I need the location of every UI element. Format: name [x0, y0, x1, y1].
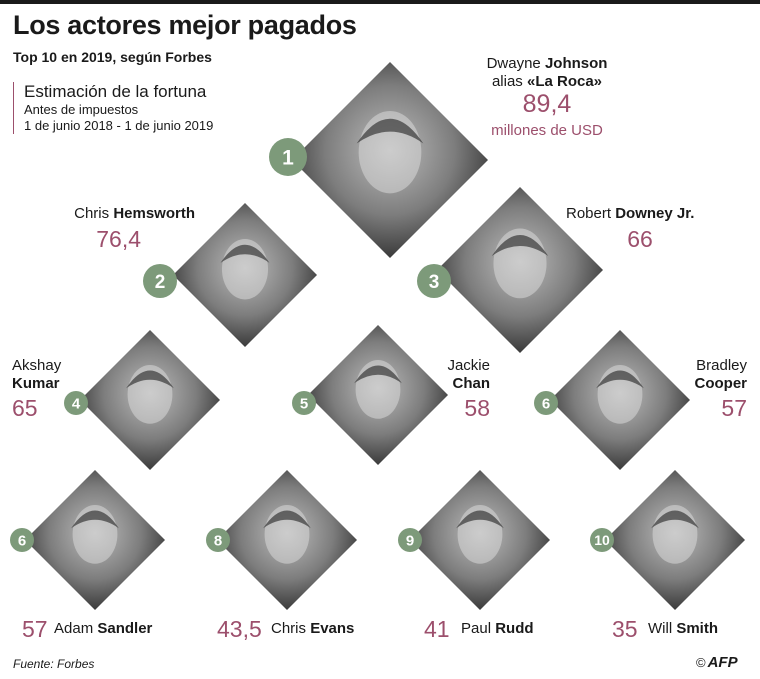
rank-badge-6 [534, 391, 558, 415]
hair-silhouette [354, 365, 402, 384]
value-label-5: 58 [464, 395, 490, 421]
rank-badge-2 [143, 264, 177, 298]
name-label-10: Will Smith [648, 620, 718, 638]
last-name-9: Rudd [495, 620, 534, 637]
legend: Estimación de la fortuna Antes de impues… [13, 82, 213, 134]
last-name-6: Cooper [694, 375, 748, 392]
last-name-10: Smith [676, 620, 718, 637]
rank-badge-1 [269, 138, 307, 176]
source-note: Fuente: Forbes [13, 657, 95, 671]
rank-number-3: 3 [429, 272, 440, 293]
value-label-8: 43,5 [217, 616, 262, 642]
hair-silhouette [651, 510, 699, 529]
last-name-8: Evans [310, 620, 355, 637]
value-label-1: 89,4 [522, 90, 572, 118]
first-name-10: Will [648, 620, 673, 637]
hair-silhouette [456, 510, 504, 529]
alias-prefix-1: alias [491, 73, 523, 90]
rank-number-8: 8 [214, 532, 222, 549]
rank-badge-10 [590, 528, 614, 552]
rank-number-4: 4 [72, 395, 81, 412]
legend-title: Estimación de la fortuna [24, 82, 207, 101]
actor-portrait-5 [308, 325, 448, 465]
hair-silhouette [71, 510, 119, 529]
actor-portrait-1 [292, 62, 488, 258]
page-subtitle: Top 10 en 2019, según Forbes [13, 49, 212, 65]
legend-line-tax: Antes de impuestos [24, 102, 139, 117]
top-rule [0, 0, 760, 4]
actor-portrait-7 [25, 470, 165, 610]
last-name-2: Hemsworth [113, 205, 195, 222]
value-label-3: 66 [627, 226, 653, 252]
name-label-8: Chris Evans [271, 620, 354, 638]
actor-portrait-9 [410, 470, 550, 610]
last-name-7: Sandler [97, 620, 153, 637]
alias-1: «La Roca» [526, 73, 603, 90]
first-name-2: Chris [74, 205, 110, 222]
last-name-4: Kumar [12, 375, 60, 392]
first-name-8: Chris [271, 620, 307, 637]
rank-number-9: 9 [406, 532, 414, 549]
name-label-7: Adam Sandler [54, 620, 152, 638]
first-name-1: Dwayne [486, 55, 541, 72]
first-name-3: Robert [566, 205, 612, 222]
copyright-icon: © [696, 655, 706, 670]
rank-number-1: 1 [282, 147, 294, 170]
hair-silhouette [491, 235, 549, 257]
hair-silhouette [220, 244, 270, 263]
rank-badge-3 [417, 264, 451, 298]
first-name-5: Jackie [447, 357, 490, 374]
last-name-1: Johnson [544, 55, 608, 72]
legend-line-period: 1 de junio 2018 - 1 de junio 2019 [24, 118, 214, 133]
hair-silhouette [356, 118, 424, 144]
hair-silhouette [126, 370, 174, 389]
logo-text: AFP [707, 654, 738, 671]
name-label-9: Paul Rudd [461, 620, 534, 638]
rank-badge-7 [10, 528, 34, 552]
rank-number-7: 6 [18, 532, 26, 549]
name-label-1: Dwayne Johnson alias «La Roca» [462, 55, 632, 91]
rank-badge-4 [64, 391, 88, 415]
value-label-6: 57 [721, 395, 747, 421]
name-label-3: Robert Downey Jr. [566, 205, 694, 223]
actor-portrait-6 [550, 330, 690, 470]
rank-badge-9 [398, 528, 422, 552]
actor-portrait-4 [80, 330, 220, 470]
rank-number-5: 5 [300, 395, 308, 412]
rank-number-10: 10 [594, 532, 610, 548]
actor-portrait-2 [173, 203, 317, 347]
name-label-2: Chris Hemsworth [20, 205, 195, 223]
rank-badge-5 [292, 391, 316, 415]
hair-silhouette [263, 510, 311, 529]
value-label-9: 41 [424, 616, 450, 642]
afp-logo: © AFP [696, 654, 738, 671]
actor-portrait-10 [605, 470, 745, 610]
first-name-9: Paul [461, 620, 492, 637]
actor-portrait-3 [437, 187, 603, 353]
name-label-4: Akshay Kumar [12, 357, 61, 393]
page-title: Los actores mejor pagados [13, 10, 357, 40]
unit-label: millones de USD [491, 122, 603, 139]
hair-silhouette [596, 370, 644, 389]
name-label-5: Jackie Chan [410, 357, 490, 393]
first-name-7: Adam [54, 620, 94, 637]
rank-number-2: 2 [155, 272, 166, 293]
last-name-3: Downey Jr. [615, 205, 695, 222]
first-name-6: Bradley [696, 357, 747, 374]
last-name-5: Chan [452, 375, 491, 392]
rank-badge-8 [206, 528, 230, 552]
value-label-2: 76,4 [96, 226, 141, 252]
actor-portrait-8 [217, 470, 357, 610]
first-name-4: Akshay [12, 357, 62, 374]
value-label-10: 35 [612, 616, 638, 642]
value-label-7: 57 [22, 616, 48, 642]
name-label-6: Bradley Cooper [640, 357, 748, 393]
value-label-4: 65 [12, 395, 38, 421]
rank-number-6: 6 [542, 395, 550, 412]
